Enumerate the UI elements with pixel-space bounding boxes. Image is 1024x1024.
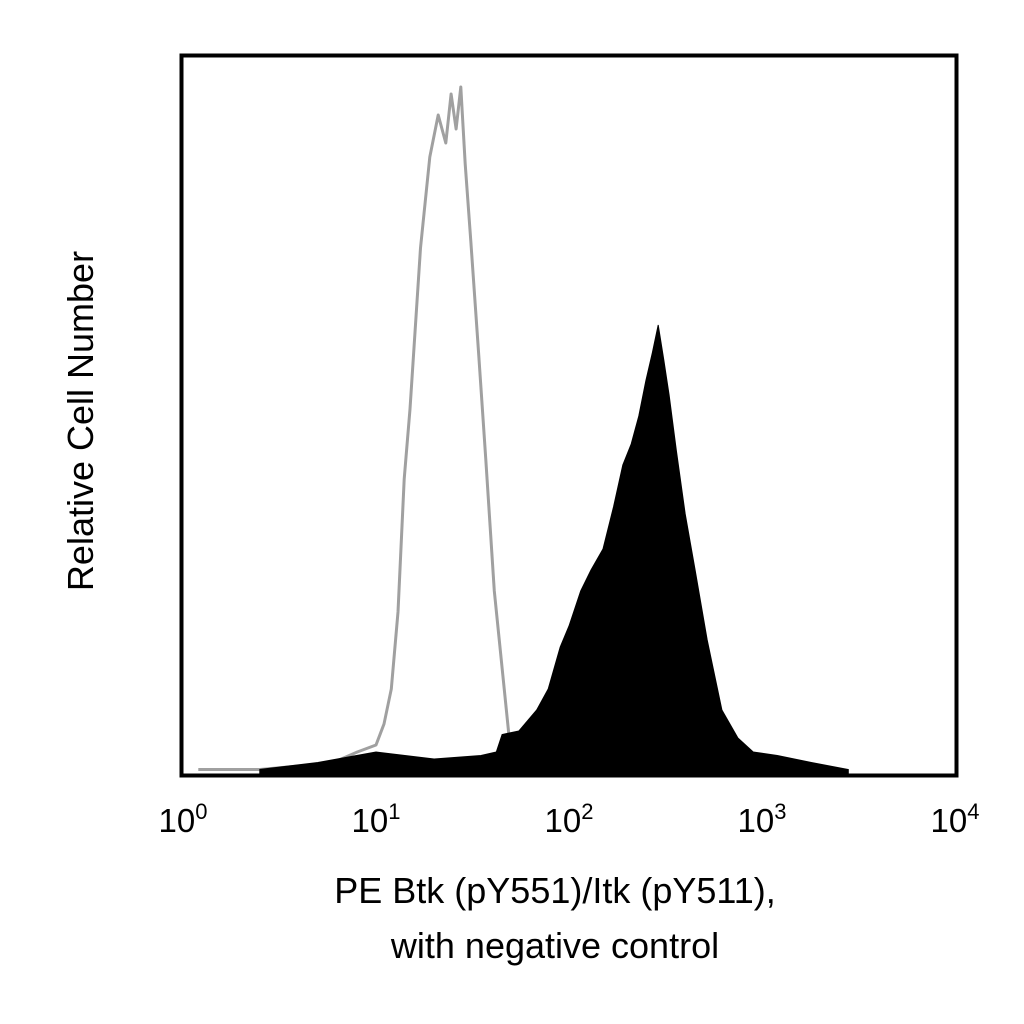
sample-histogram-filled: [259, 324, 849, 774]
y-axis-title: Relative Cell Number: [60, 251, 101, 591]
x-tick-label-1: 101: [352, 799, 401, 839]
x-tick-label-4: 104: [931, 799, 980, 839]
x-tick-labels: 100 101 102 103 104: [159, 799, 980, 839]
x-tick-label-3: 103: [738, 799, 787, 839]
x-axis-title-line-1: PE Btk (pY551)/Itk (pY511),: [334, 870, 776, 911]
x-tick-label-0: 100: [159, 799, 208, 839]
x-tick-label-2: 102: [545, 799, 594, 839]
series-layer: [198, 85, 849, 775]
plot-frame: [179, 53, 959, 778]
x-axis-title-line-2: with negative control: [390, 925, 719, 966]
control-histogram-outline: [198, 85, 540, 775]
